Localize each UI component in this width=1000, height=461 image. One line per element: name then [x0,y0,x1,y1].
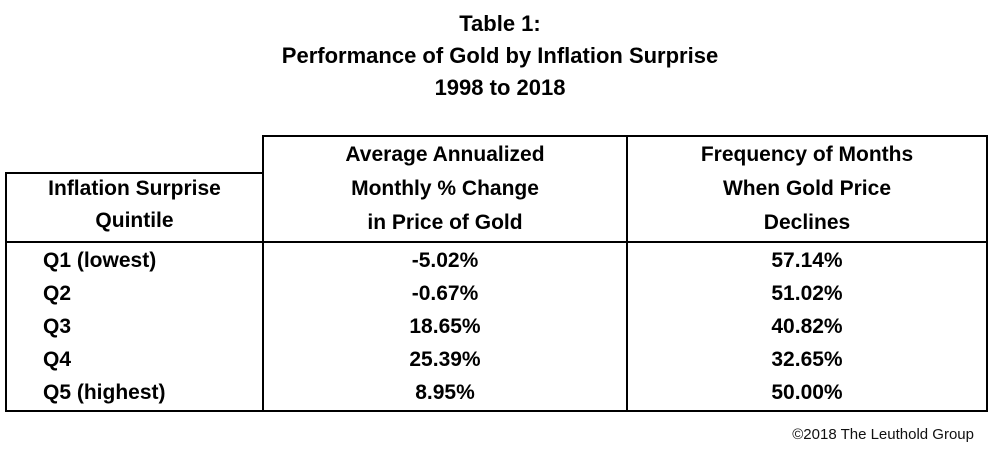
row-2-freq-declines: 51.02% [771,282,843,305]
header-quintile-line-2: Quintile [95,209,174,232]
row-3-freq-declines: 40.82% [771,315,843,338]
row-1-quintile: Q1 (lowest) [43,249,157,272]
row-1-avg-change: -5.02% [411,249,479,272]
row-5-avg-change: 8.95% [415,381,475,404]
header-quintile-line-1: Inflation Surprise [48,177,221,200]
header-frequency-line-2: When Gold Price [722,177,892,200]
header-divider [5,241,988,243]
row-3-avg-change: 18.65% [409,315,481,338]
header-frequency-line-1: Frequency of Months [700,143,914,166]
row-4-avg-change: 25.39% [409,348,481,371]
table-title: Table 1: Performance of Gold by Inflatio… [0,8,1000,104]
table-border-top-right [263,135,988,137]
row-2-quintile: Q2 [43,282,72,305]
column-divider-2 [626,135,628,412]
row-2-avg-change: -0.67% [411,282,479,305]
copyright-footer: ©2018 The Leuthold Group [792,426,974,443]
column-divider-1 [262,135,264,412]
table-border-bottom [5,410,988,412]
header-avg-change-line-2: Monthly % Change [351,177,539,200]
table-border-left [5,172,7,412]
row-1-freq-declines: 57.14% [771,249,843,272]
header-frequency-line-3: Declines [763,211,851,234]
title-line-2: Performance of Gold by Inflation Surpris… [281,43,719,68]
row-5-quintile: Q5 (highest) [43,381,166,404]
table-border-top-left [5,172,263,174]
table-border-right [986,135,988,412]
row-5-freq-declines: 50.00% [771,381,843,404]
row-4-freq-declines: 32.65% [771,348,843,371]
gold-performance-table: Inflation Surprise Quintile Average Annu… [5,135,988,412]
row-4-quintile: Q4 [43,348,72,371]
title-line-1: Table 1: [459,11,541,36]
row-3-quintile: Q3 [43,315,72,338]
header-avg-change-line-3: in Price of Gold [367,211,523,234]
title-line-3: 1998 to 2018 [434,75,566,100]
header-avg-change-line-1: Average Annualized [345,143,545,166]
